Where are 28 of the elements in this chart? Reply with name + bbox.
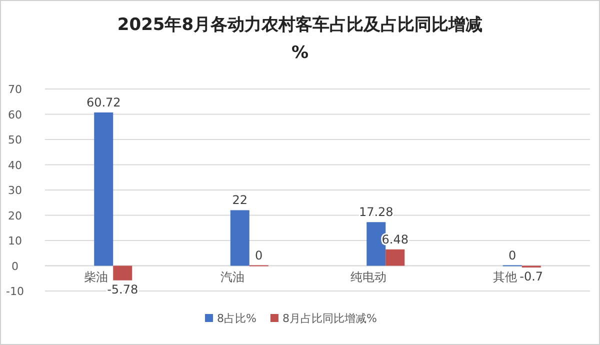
legend-label: 8占比%: [217, 312, 256, 325]
y-tick-label: 20: [8, 209, 22, 222]
bar: [113, 266, 132, 280]
x-tick-label: 纯电动: [350, 270, 387, 284]
data-label: 0: [508, 248, 516, 262]
x-tick-label: 其他: [492, 270, 517, 284]
data-label: 0: [255, 248, 263, 262]
bar: [230, 210, 250, 266]
bar: [386, 249, 405, 266]
chart-title: 2025年8月各动力农村客车占比及占比同比增减: [117, 15, 483, 35]
y-tick-label: 60: [8, 108, 22, 122]
y-tick-label: 70: [8, 83, 22, 96]
y-tick-label: 50: [8, 134, 22, 146]
data-label: 22: [232, 193, 248, 208]
y-tick-label: 30: [8, 184, 22, 197]
chart-subtitle: %: [291, 43, 309, 63]
data-label: 60.72: [86, 95, 121, 110]
data-label: -5.78: [107, 282, 138, 296]
y-tick-label: -10: [6, 285, 24, 298]
x-tick-label: 柴油: [84, 270, 108, 284]
data-label: 17.28: [358, 205, 394, 220]
legend-label: 8月占比同比增减%: [282, 312, 377, 325]
data-label: -0.7: [520, 270, 544, 284]
y-tick-label: 40: [8, 158, 22, 172]
x-tick-label: 汽油: [220, 270, 244, 284]
y-tick-label: 10: [8, 234, 22, 248]
y-tick-label: 0: [12, 260, 18, 273]
bar: [94, 112, 114, 266]
